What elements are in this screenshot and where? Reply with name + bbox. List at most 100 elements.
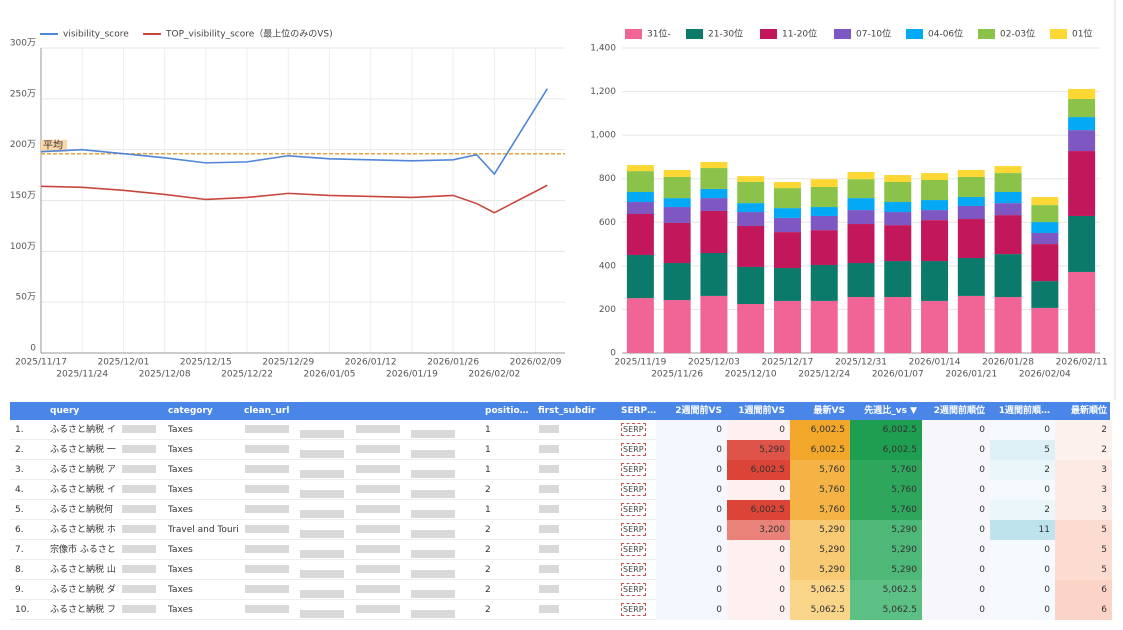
bar-segment [810, 186, 838, 208]
x-tick-label: 2025/12/01 [97, 358, 149, 368]
bar-segment [884, 212, 912, 226]
table-cell: 0 [990, 560, 1055, 580]
table-cell: 0 [656, 560, 727, 580]
column-header[interactable]: 先週比_vs ▼ [864, 406, 917, 416]
bar-segment [773, 232, 801, 269]
table-cell: 0 [727, 420, 790, 440]
table-cell: 0 [922, 500, 990, 520]
table-cell: Taxes [168, 425, 193, 435]
column-header[interactable]: positio… [485, 406, 529, 416]
row-number: 10. [15, 605, 30, 615]
bar-segment [847, 263, 875, 298]
bar-segment [626, 192, 654, 203]
serp-cell: SERP [616, 600, 656, 620]
serp-link[interactable]: SERP [621, 603, 646, 616]
table-cell: 5,290 [790, 540, 850, 560]
blur [245, 485, 290, 493]
blur [355, 525, 400, 533]
legend-swatch [1050, 29, 1067, 39]
bar-segment [700, 253, 728, 296]
blur [539, 425, 559, 433]
average-label-bg [41, 139, 67, 152]
bar-segment [700, 168, 728, 189]
blur [122, 425, 156, 433]
bar-segment [884, 202, 912, 213]
table-cell: Taxes [168, 585, 193, 595]
x-tick-label: 2025/12/29 [262, 358, 314, 368]
serp-link[interactable]: SERP [621, 583, 646, 596]
serp-link[interactable]: SERP [621, 463, 646, 476]
table-cell: Taxes [168, 545, 193, 555]
blur [245, 585, 290, 593]
x-tick-label: 2026/01/19 [386, 370, 438, 380]
bar-segment [1031, 222, 1059, 233]
table-cell: Taxes [168, 565, 193, 575]
legend-label: 31位- [647, 28, 671, 40]
blur [300, 510, 345, 518]
serp-cell: SERP [616, 460, 656, 480]
blur [410, 610, 455, 618]
legend-label: TOP_visibility_score（最上位のみのVS) [165, 28, 333, 40]
bar-segment [663, 176, 691, 199]
serp-link[interactable]: SERP [621, 543, 646, 556]
header-bg [10, 402, 1110, 420]
serp-cell: SERP [616, 560, 656, 580]
column-header[interactable]: query [50, 406, 80, 416]
x-tick-label: 2026/01/21 [945, 370, 997, 380]
serp-link[interactable]: SERP [621, 423, 646, 436]
x-tick-label: 2025/11/26 [651, 370, 703, 380]
bar-segment [626, 298, 654, 353]
column-header[interactable]: clean_url [244, 406, 290, 416]
serp-link[interactable]: SERP [621, 563, 646, 576]
blurred-cell [533, 480, 616, 500]
column-header[interactable]: category [168, 406, 213, 416]
row-divider [10, 480, 1110, 500]
x-tick-label: 2026/01/26 [427, 358, 479, 368]
serp-link[interactable]: SERP [621, 503, 646, 516]
table-cell: 3 [1055, 480, 1112, 500]
column-header[interactable]: 2週間前VS [675, 406, 722, 416]
table-cell: 5,760 [850, 500, 922, 520]
row-number: 5. [15, 505, 24, 515]
bar-segment [663, 170, 691, 177]
row-divider [10, 500, 1110, 520]
column-header[interactable]: 最新VS [813, 406, 845, 416]
legend-label: visibility_score [63, 30, 129, 40]
y-tick-label: 0 [30, 344, 36, 354]
table-cell: 1 [485, 445, 491, 455]
bar-segment [921, 220, 949, 262]
table-cell: 0 [990, 540, 1055, 560]
column-header[interactable]: 2週間前順位 [933, 406, 985, 416]
blur [410, 570, 455, 578]
column-header[interactable]: 1週間前VS [738, 406, 785, 416]
table-cell: 0 [727, 480, 790, 500]
table-cell: 2 [990, 460, 1055, 480]
x-tick-label: 2025/12/24 [798, 370, 850, 380]
blur [539, 485, 559, 493]
blurred-cell [533, 420, 616, 440]
blurred-cell [533, 440, 616, 460]
query-cell: ふるさと納税 イ [50, 485, 116, 495]
bar-segment [847, 210, 875, 225]
table-cell: 0 [656, 460, 727, 480]
bar-segment [737, 212, 765, 226]
table-cell: 6,002.5 [850, 440, 922, 460]
serp-link[interactable]: SERP [621, 483, 646, 496]
blur [355, 425, 400, 433]
line-series [40, 88, 549, 176]
y-tick-label: 600 [599, 218, 616, 228]
column-header[interactable]: SERP… [621, 406, 656, 416]
serp-cell: SERP [616, 440, 656, 460]
table-cell: 0 [990, 600, 1055, 620]
serp-link[interactable]: SERP [621, 523, 646, 536]
column-header[interactable]: 1週間前順… [998, 406, 1050, 416]
serp-cell: SERP [616, 580, 656, 600]
column-header[interactable]: first_subdir [538, 406, 596, 416]
blurred-cell [239, 500, 480, 520]
x-tick-label: 2026/02/02 [468, 370, 520, 380]
serp-link[interactable]: SERP [621, 443, 646, 456]
blur [355, 505, 400, 513]
y-tick-label: 150万 [10, 191, 36, 201]
table-cell: 2 [1055, 440, 1112, 460]
column-header[interactable]: 最新順位 [1070, 406, 1107, 416]
